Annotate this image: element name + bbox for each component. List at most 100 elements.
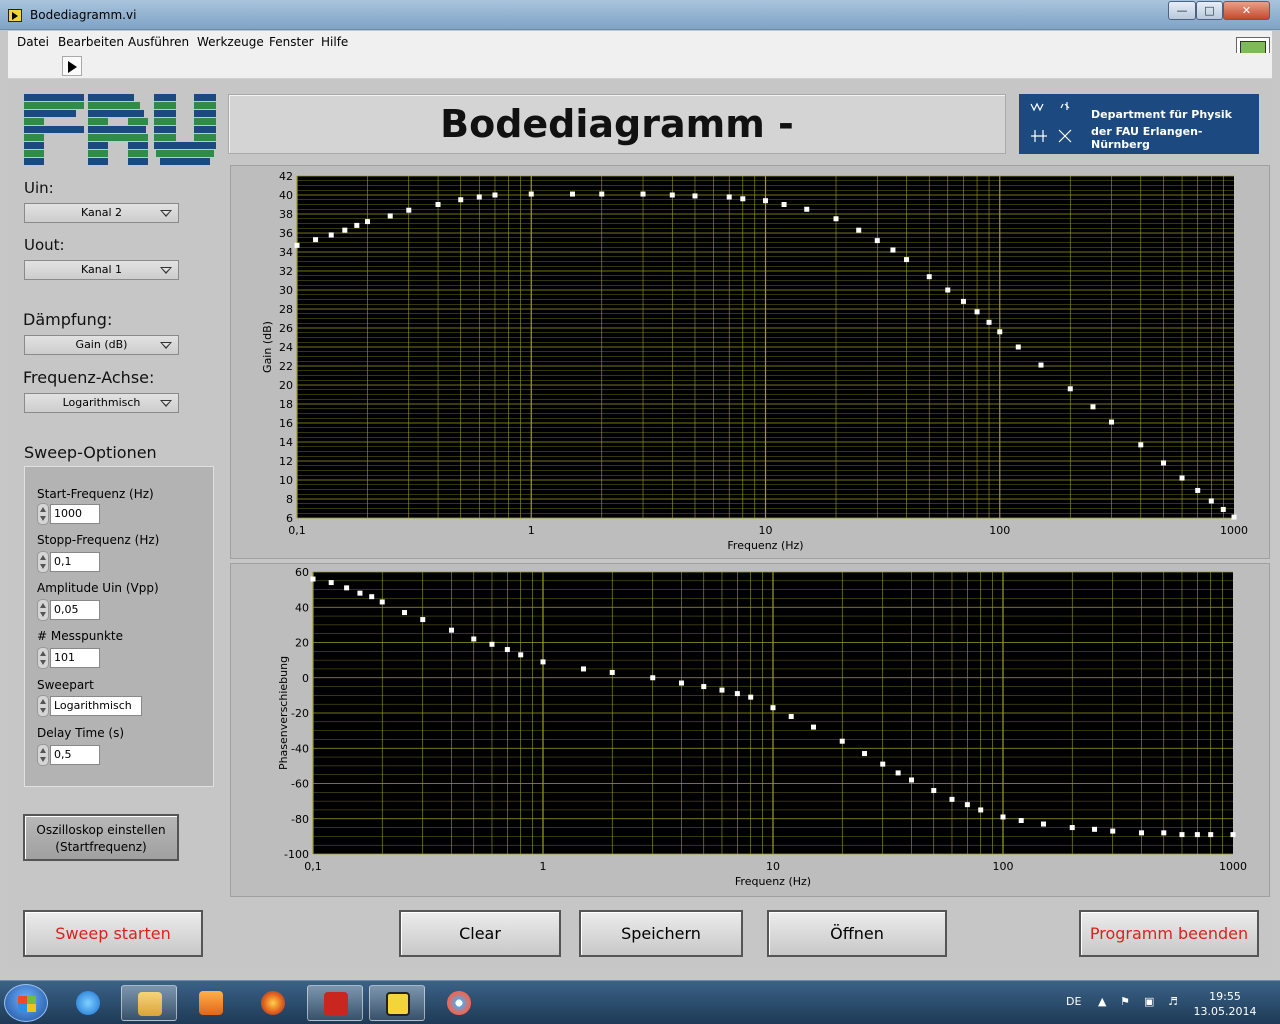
start-button[interactable]: [4, 984, 48, 1022]
taskbar-acrobat[interactable]: [307, 985, 363, 1021]
gain-data-point: [1090, 404, 1096, 410]
show-hidden-icons-icon[interactable]: ▲: [1098, 995, 1107, 1008]
clear-button[interactable]: Clear: [399, 910, 561, 957]
department-line-2: der FAU Erlangen-Nürnberg: [1091, 125, 1203, 151]
oszilloskop-button-sublabel: (Startfrequenz): [55, 840, 147, 854]
phase-data-point: [1092, 826, 1098, 832]
gain-data-point: [342, 227, 348, 233]
gain-data-point: [692, 193, 698, 199]
menu-fenster[interactable]: Fenster: [269, 35, 314, 49]
physics-symbols-icon: [1030, 102, 1072, 143]
taskbar-ie[interactable]: [60, 985, 116, 1021]
taskbar-firefox[interactable]: [245, 985, 301, 1021]
paint-icon: [447, 991, 471, 1015]
menu-werkzeuge[interactable]: Werkzeuge: [197, 35, 264, 49]
uout-select[interactable]: Kanal 1: [24, 260, 179, 280]
taskbar-explorer[interactable]: [121, 985, 177, 1021]
stop-frequency-field[interactable]: 0,1: [37, 551, 101, 573]
frequenz-achse-select[interactable]: Logarithmisch: [24, 393, 179, 413]
messpunkte-value[interactable]: 101: [50, 648, 100, 668]
phase-data-point: [964, 802, 970, 808]
action-center-flag-icon[interactable]: ⚑: [1120, 995, 1130, 1008]
spinner-icon[interactable]: [37, 503, 49, 525]
phase-data-point: [931, 788, 937, 794]
sweep-start-button[interactable]: Sweep starten: [23, 910, 203, 957]
phase-data-point: [1069, 825, 1075, 831]
spinner-icon[interactable]: [37, 551, 49, 573]
menu-ausfuehren[interactable]: Ausführen: [128, 35, 190, 49]
gain-data-point: [804, 206, 810, 212]
dropdown-arrow-icon: [160, 342, 172, 349]
gain-x-tick-label: 1000: [1220, 524, 1248, 537]
gain-data-point: [1038, 362, 1044, 368]
spinner-icon[interactable]: [37, 695, 49, 717]
phase-data-point: [978, 807, 984, 813]
spinner-icon[interactable]: [37, 599, 49, 621]
gain-data-point: [1160, 460, 1166, 466]
amplitude-field[interactable]: 0,05: [37, 599, 101, 621]
gain-y-tick-label: 30: [279, 284, 293, 297]
delay-time-field[interactable]: 0,5: [37, 744, 101, 766]
taskbar-labview[interactable]: [369, 985, 425, 1021]
sweepart-value[interactable]: Logarithmisch: [50, 696, 142, 716]
phase-y-tick-label: -40: [291, 742, 309, 755]
clock-time: 19:55: [1209, 990, 1241, 1003]
gain-y-tick-label: 34: [279, 246, 293, 259]
uin-select[interactable]: Kanal 2: [24, 203, 179, 223]
phase-data-point: [701, 684, 707, 690]
maximize-button[interactable]: □: [1196, 1, 1223, 20]
system-clock[interactable]: 19:55 13.05.2014: [1190, 989, 1260, 1019]
taskbar-media-player[interactable]: [183, 985, 239, 1021]
phase-graph[interactable]: -100 -80 -60 -40 -20 0 20 40 60 0,1 1 10 100 1000 Freq…: [231, 564, 1269, 896]
gain-y-tick-label: 28: [279, 303, 293, 316]
phase-data-point: [949, 796, 955, 802]
dropdown-arrow-icon: [160, 400, 172, 407]
menu-hilfe[interactable]: Hilfe: [321, 35, 349, 49]
sweepart-field[interactable]: Logarithmisch: [37, 695, 143, 717]
gain-y-tick-label: 24: [279, 341, 293, 354]
menu-datei[interactable]: Datei: [17, 35, 50, 49]
amplitude-value[interactable]: 0,05: [50, 600, 100, 620]
start-frequency-field[interactable]: 1000: [37, 503, 101, 525]
phase-x-tick-label: 10: [766, 860, 780, 873]
gain-y-tick-label: 8: [286, 493, 293, 506]
spinner-icon[interactable]: [37, 647, 49, 669]
phase-data-point: [1179, 832, 1185, 838]
phase-data-point: [402, 610, 408, 616]
gain-y-tick-label: 6: [286, 512, 293, 525]
volume-icon[interactable]: ♬: [1168, 995, 1178, 1008]
gain-x-tick-label: 10: [759, 524, 773, 537]
messpunkte-field[interactable]: 101: [37, 647, 101, 669]
language-indicator[interactable]: DE: [1066, 995, 1082, 1008]
start-frequency-value[interactable]: 1000: [50, 504, 100, 524]
delay-time-value[interactable]: 0,5: [50, 745, 100, 765]
firefox-icon: [261, 991, 285, 1015]
minimize-button[interactable]: —: [1168, 1, 1196, 20]
open-button[interactable]: Öffnen: [767, 910, 947, 957]
taskbar-paint[interactable]: [431, 985, 487, 1021]
sweep-options-heading: Sweep-Optionen: [24, 443, 157, 462]
stop-frequency-value[interactable]: 0,1: [50, 552, 100, 572]
phase-x-tick-label: 1000: [1219, 860, 1247, 873]
title-box: Bodediagramm - Elektronikpraktikum: [228, 94, 1006, 204]
quit-button[interactable]: Programm beenden: [1079, 910, 1259, 957]
phase-data-point: [489, 641, 495, 647]
close-button[interactable]: ✕: [1223, 1, 1270, 20]
daempfung-select[interactable]: Gain (dB): [24, 335, 179, 355]
gain-graph[interactable]: 6 8 10 12 14 16 18 20 22 24 26 28 30 32 34 36 38 40 42 0,1 1…: [231, 166, 1269, 558]
spinner-icon[interactable]: [37, 744, 49, 766]
phase-y-tick-label: -20: [291, 707, 309, 720]
phase-data-point: [748, 694, 754, 700]
gain-data-point: [1015, 344, 1021, 350]
gain-data-point: [926, 274, 932, 280]
save-button[interactable]: Speichern: [579, 910, 743, 957]
phase-data-point: [1000, 814, 1006, 820]
oszilloskop-button[interactable]: Oszilloskop einstellen (Startfrequenz): [23, 814, 179, 861]
run-arrow-icon[interactable]: [62, 56, 82, 76]
uout-label: Uout:: [24, 236, 65, 254]
phase-y-axis-label: Phasenverschiebung: [277, 656, 290, 770]
gain-data-point: [1138, 442, 1144, 448]
menu-bearbeiten[interactable]: Bearbeiten: [58, 35, 124, 49]
network-icon[interactable]: ▣: [1144, 995, 1155, 1008]
window-title: Bodediagramm.vi: [30, 8, 137, 22]
